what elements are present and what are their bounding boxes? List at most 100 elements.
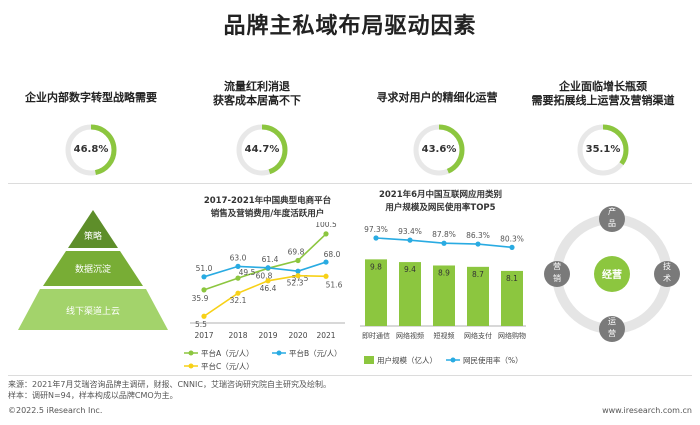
driver-value-1: 46.8% (73, 144, 109, 155)
bar-value-label: 8.1 (506, 274, 518, 283)
rate-label: 80.3% (500, 234, 524, 243)
cycle-node-ops-label-1: 运 (608, 317, 616, 326)
legend-swatch-users (364, 356, 374, 364)
driver-label-line: 获客成本居高不下 (213, 94, 301, 107)
cycle-node-ops-label-2: 营 (608, 328, 616, 338)
bar (501, 270, 523, 326)
cycle-node-marketing-label-2: 销 (553, 273, 561, 283)
data-label: 32.1 (230, 296, 247, 305)
driver-label-3: 寻求对用户的精细化运营 (352, 91, 522, 105)
line-chart-title: 2017-2021年中国典型电商平台 销售及营销费用/年度活跃用户 (185, 195, 350, 221)
cycle-node-marketing (544, 261, 570, 287)
cycle-diagram: 经营 产 品 技 术 运 营 营 销 (544, 206, 680, 342)
data-point (295, 257, 301, 264)
data-label: 60.8 (256, 271, 273, 280)
driver-donut-3 (413, 124, 465, 176)
cycle-node-tech-label-2: 术 (663, 273, 671, 283)
page-title: 品牌主私域布局驱动因素 (223, 14, 477, 39)
data-label: 52.3 (287, 279, 304, 288)
driver-label-line: 企业内部数字转型战略需要 (25, 91, 157, 104)
data-label: 63.0 (230, 253, 247, 262)
rate-point (407, 237, 413, 243)
line-chart-title-line: 2017-2021年中国典型电商平台 (203, 196, 332, 206)
driver-donut-1 (65, 124, 117, 176)
data-label: 69.8 (288, 248, 305, 257)
footer-copyright: ©2022.5 iResearch Inc. (8, 406, 103, 415)
footer-url: www.iresearch.com.cn (602, 406, 692, 415)
data-point (295, 273, 301, 279)
data-label: 100.5 (315, 222, 337, 229)
pyramid-label-top: 策略 (84, 230, 102, 242)
x-tick-label: 2021 (316, 331, 335, 340)
data-point (265, 278, 271, 284)
footer-sample: 样本：调研N=94，样本构成以品牌CMO为主。 (8, 391, 178, 400)
bar-chart: 9.8 即时通信 9.4 网络视频 8.9 短视频 8.7 网络支付 8.1 网络购物 97.3% 9… (360, 225, 526, 340)
bar-chart-title: 2021年6月中国互联网应用类别 用户规模及网民使用率TOP5 (358, 189, 523, 215)
data-label: 51.0 (196, 264, 213, 273)
cycle-node-ops (599, 316, 625, 342)
pyramid-diagram: 策略 数据沉淀 线下渠道上云 (18, 210, 168, 330)
bar-chart-legend: 用户规模（亿人） 网民使用率（%） (364, 355, 523, 365)
legend-label-users: 用户规模（亿人） (377, 355, 437, 365)
driver-value-3: 43.6% (421, 144, 457, 155)
driver-label-line: 企业面临增长瓶颈 (559, 80, 647, 93)
bar-value-label: 9.8 (370, 262, 382, 271)
x-tick-label: 2018 (228, 331, 247, 340)
driver-label-1: 企业内部数字转型战略需要 (6, 91, 176, 105)
cycle-node-product (599, 206, 625, 232)
rate-point (373, 235, 379, 241)
pyramid-top-level (68, 210, 118, 248)
cycle-node-tech (654, 261, 680, 287)
driver-label-line: 需要拓展线上运营及营销渠道 (531, 94, 675, 107)
driver-label-line: 寻求对用户的精细化运营 (376, 91, 498, 104)
driver-label-4: 企业面临增长瓶颈 需要拓展线上运营及营销渠道 (518, 80, 688, 108)
footer-source: 来源：2021年7月艾瑞咨询品牌主调研，财报、CNNIC，艾瑞咨询研究院自主研究… (8, 380, 331, 389)
bar-value-label: 8.9 (438, 268, 450, 277)
driver-label-line: 流量红利消退 (224, 80, 290, 93)
driver-donut-4 (577, 124, 629, 176)
pyramid-middle-level (43, 251, 143, 286)
rate-label: 93.4% (398, 227, 422, 236)
data-label: 49.5 (239, 268, 256, 277)
data-point (323, 231, 329, 237)
driver-label-2: 流量红利消退 获客成本居高不下 (172, 80, 342, 108)
x-tick-label: 短视频 (434, 331, 455, 340)
cycle-center-label: 经营 (602, 268, 622, 281)
x-tick-label: 网络购物 (498, 331, 526, 340)
data-point (201, 287, 207, 293)
bar-value-label: 8.7 (472, 270, 484, 279)
rate-point (475, 241, 481, 247)
legend-marker-a (188, 350, 194, 356)
data-point (235, 290, 241, 296)
legend-label-rate: 网民使用率（%） (463, 355, 523, 365)
legend-label-a: 平台A（元/人） (201, 348, 254, 358)
line-chart-title-line: 销售及营销费用/年度活跃用户 (210, 209, 325, 219)
divider (8, 183, 692, 184)
line-chart: 2017 2018 2019 2020 2021 35.9 49.5 60.8 69.8 100.… (190, 222, 345, 340)
data-label: 35.9 (192, 294, 209, 303)
rate-label: 97.3% (364, 225, 388, 234)
bar-value-label: 9.4 (404, 265, 416, 274)
cycle-node-marketing-label-1: 营 (553, 261, 561, 271)
rate-label: 86.3% (466, 231, 490, 240)
bar (467, 266, 489, 326)
cycle-center-circle (594, 256, 630, 292)
data-point (235, 275, 241, 281)
x-tick-label: 网络视频 (396, 331, 424, 340)
pyramid-label-bottom: 线下渠道上云 (66, 305, 120, 317)
data-point (323, 259, 329, 265)
driver-value-4: 35.1% (585, 144, 621, 155)
data-label: 61.4 (262, 255, 279, 264)
data-label: 57.5 (292, 274, 309, 283)
x-tick-label: 网络支付 (464, 331, 492, 340)
x-tick-label: 即时通信 (362, 331, 390, 340)
data-point (201, 313, 207, 319)
bar-chart-title-line: 2021年6月中国互联网应用类别 (378, 190, 503, 200)
rate-label: 87.8% (432, 230, 456, 239)
legend-marker-c (188, 363, 194, 369)
data-point (323, 273, 329, 279)
data-point (235, 263, 241, 269)
data-label: 5.5 (195, 320, 207, 329)
pyramid-bottom-level (18, 289, 168, 330)
rate-point (441, 240, 447, 246)
